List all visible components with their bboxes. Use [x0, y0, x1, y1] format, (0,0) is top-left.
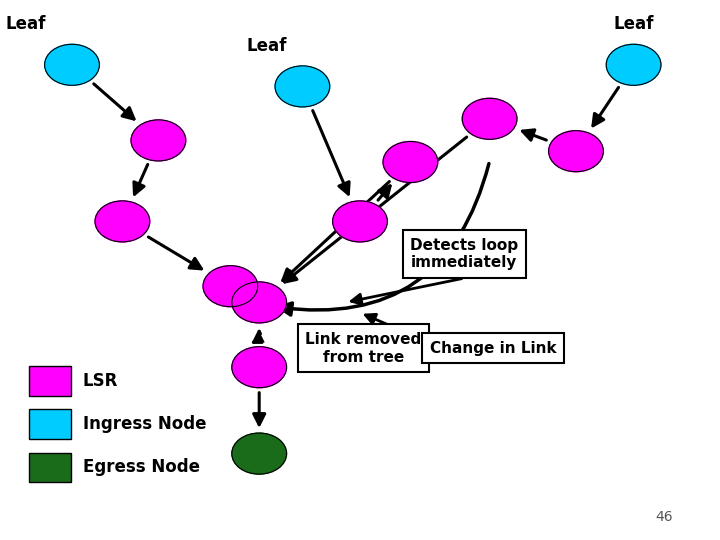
Text: 46: 46	[655, 510, 672, 524]
Circle shape	[95, 201, 150, 242]
Circle shape	[383, 141, 438, 183]
Bar	[29, 366, 71, 396]
Circle shape	[606, 44, 661, 85]
Text: Detects loop
immediately: Detects loop immediately	[410, 238, 518, 270]
Text: Change in Link: Change in Link	[430, 341, 557, 356]
Circle shape	[549, 131, 603, 172]
Text: Leaf: Leaf	[246, 37, 287, 55]
Circle shape	[232, 347, 287, 388]
Text: Egress Node: Egress Node	[83, 458, 200, 476]
Text: Leaf: Leaf	[613, 16, 654, 33]
Circle shape	[232, 433, 287, 474]
Text: Leaf: Leaf	[5, 16, 45, 33]
Circle shape	[333, 201, 387, 242]
Bar	[29, 409, 71, 439]
Text: Link removed
from tree: Link removed from tree	[305, 332, 422, 365]
Bar	[29, 453, 71, 482]
Circle shape	[203, 266, 258, 307]
Text: Ingress Node: Ingress Node	[83, 415, 207, 433]
Circle shape	[462, 98, 517, 139]
Circle shape	[131, 120, 186, 161]
Circle shape	[275, 66, 330, 107]
Circle shape	[232, 282, 287, 323]
Text: LSR: LSR	[83, 372, 118, 390]
Circle shape	[45, 44, 99, 85]
